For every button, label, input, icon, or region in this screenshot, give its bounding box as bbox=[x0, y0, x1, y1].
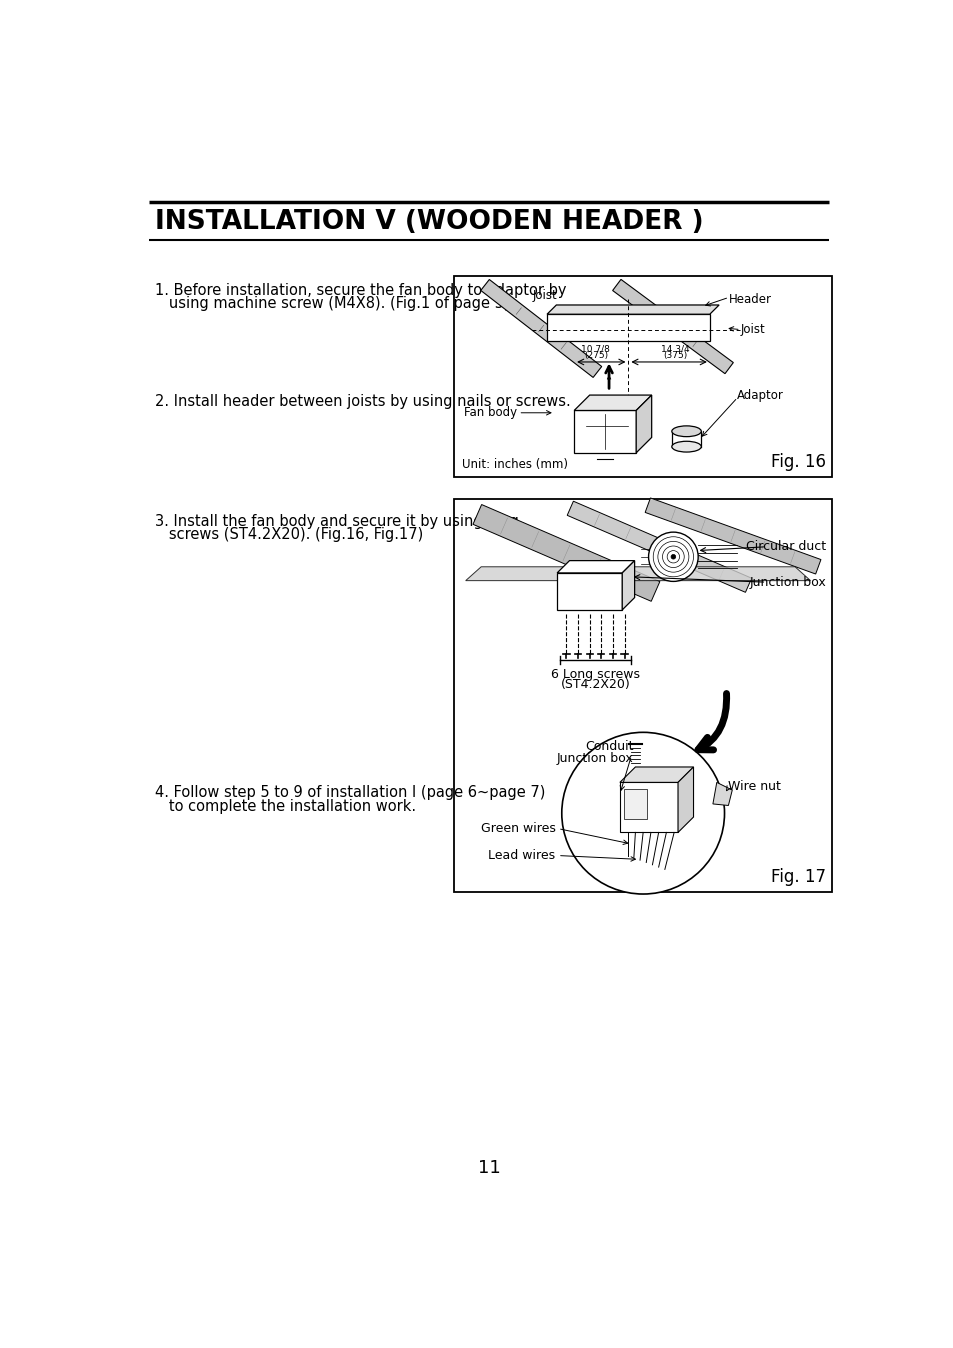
Text: Junction box: Junction box bbox=[748, 576, 825, 589]
Text: Joist: Joist bbox=[533, 288, 558, 302]
Polygon shape bbox=[619, 782, 678, 833]
Polygon shape bbox=[621, 561, 634, 609]
Text: 11: 11 bbox=[477, 1159, 499, 1177]
Text: Fig. 17: Fig. 17 bbox=[770, 868, 825, 886]
Text: Fan body: Fan body bbox=[464, 406, 517, 419]
Bar bbox=[454, 499, 831, 892]
Polygon shape bbox=[465, 566, 810, 581]
Text: (375): (375) bbox=[662, 350, 686, 360]
Ellipse shape bbox=[671, 441, 700, 452]
Polygon shape bbox=[480, 279, 601, 377]
Polygon shape bbox=[636, 395, 651, 453]
Text: Conduit: Conduit bbox=[585, 740, 633, 754]
Text: 10 7/8: 10 7/8 bbox=[580, 344, 610, 353]
Text: Unit: inches (mm): Unit: inches (mm) bbox=[461, 458, 567, 472]
Polygon shape bbox=[612, 279, 733, 373]
Text: using machine screw (M4X8). (Fig.1 of page 5): using machine screw (M4X8). (Fig.1 of pa… bbox=[154, 295, 509, 311]
Text: Adaptor: Adaptor bbox=[736, 388, 783, 402]
Text: 3. Install the fan body and secure it by using long: 3. Install the fan body and secure it by… bbox=[154, 514, 518, 528]
Polygon shape bbox=[546, 314, 709, 341]
Text: Green wires: Green wires bbox=[480, 822, 555, 834]
Text: (ST4.2X20): (ST4.2X20) bbox=[560, 678, 630, 692]
Polygon shape bbox=[473, 504, 659, 601]
Text: Circular duct: Circular duct bbox=[745, 541, 825, 553]
Polygon shape bbox=[557, 573, 621, 609]
Text: Junction box: Junction box bbox=[557, 752, 633, 764]
Text: Joist: Joist bbox=[740, 324, 764, 336]
Text: 6 Long screws: 6 Long screws bbox=[551, 667, 639, 681]
Polygon shape bbox=[644, 497, 821, 574]
Text: 4. Follow step 5 to 9 of installation I (page 6~page 7): 4. Follow step 5 to 9 of installation I … bbox=[154, 786, 545, 801]
Bar bbox=[454, 276, 831, 477]
Polygon shape bbox=[574, 395, 651, 411]
Bar bbox=[623, 789, 646, 820]
Polygon shape bbox=[567, 501, 751, 592]
Ellipse shape bbox=[671, 426, 700, 437]
Text: 1. Before installation, secure the fan body to adaptor by: 1. Before installation, secure the fan b… bbox=[154, 283, 566, 298]
Text: INSTALLATION V (WOODEN HEADER ): INSTALLATION V (WOODEN HEADER ) bbox=[154, 209, 702, 235]
Polygon shape bbox=[546, 305, 719, 314]
Polygon shape bbox=[712, 782, 732, 806]
Text: Lead wires: Lead wires bbox=[488, 849, 555, 861]
Polygon shape bbox=[619, 767, 693, 782]
Circle shape bbox=[648, 532, 698, 581]
Text: Header: Header bbox=[728, 293, 771, 306]
Text: (275): (275) bbox=[583, 350, 607, 360]
Polygon shape bbox=[574, 411, 636, 453]
Text: screws (ST4.2X20). (Fig.16, Fig.17): screws (ST4.2X20). (Fig.16, Fig.17) bbox=[154, 527, 423, 542]
Text: 2. Install header between joists by using nails or screws.: 2. Install header between joists by usin… bbox=[154, 395, 570, 410]
Circle shape bbox=[670, 554, 675, 559]
Circle shape bbox=[561, 732, 723, 894]
Text: to complete the installation work.: to complete the installation work. bbox=[154, 798, 416, 814]
Text: Wire nut: Wire nut bbox=[728, 779, 781, 793]
Polygon shape bbox=[678, 767, 693, 833]
Polygon shape bbox=[557, 561, 634, 573]
Text: 14 3/4: 14 3/4 bbox=[659, 344, 688, 353]
Text: Fig. 16: Fig. 16 bbox=[770, 453, 825, 472]
